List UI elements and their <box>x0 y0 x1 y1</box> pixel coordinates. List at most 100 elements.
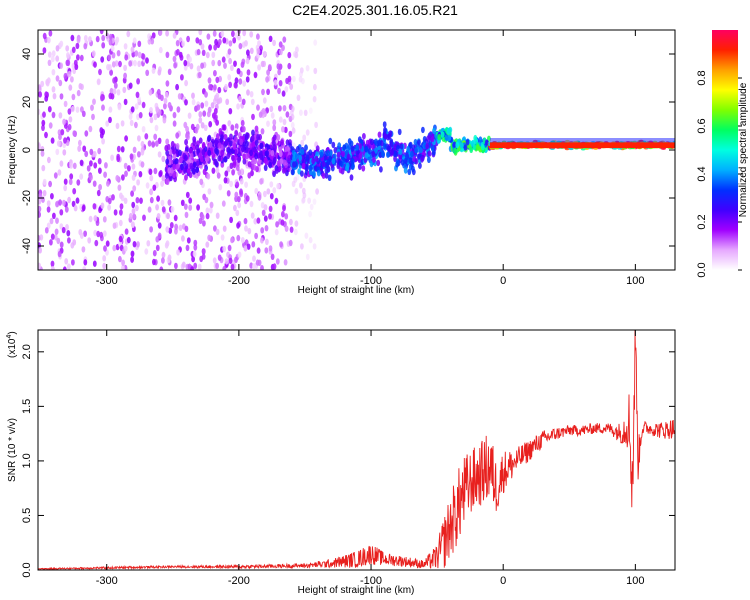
spectrogram-cell <box>95 219 100 226</box>
spectrogram-cell <box>229 216 234 224</box>
spectrogram-cell <box>104 162 108 169</box>
spectrogram-cell <box>124 54 129 61</box>
spectrogram-cell <box>305 65 310 72</box>
spectrogram-cell <box>326 150 330 157</box>
spectrogram-cell <box>240 61 245 68</box>
spectrogram-cell <box>444 134 449 141</box>
spectrogram-cell <box>212 30 217 37</box>
spectrogram-cell <box>50 193 54 200</box>
spectrogram-cell <box>92 151 97 158</box>
spectrogram-cell <box>126 165 131 172</box>
spectrogram-y-axis-title: Frequency (Hz) <box>7 116 18 185</box>
spectrogram-cell <box>72 162 77 169</box>
snr-line <box>38 330 675 570</box>
spectrogram-cell <box>254 232 258 240</box>
spectrogram-cell <box>120 120 125 127</box>
spectrogram-cell <box>313 83 317 91</box>
spectrogram-cell <box>243 217 248 225</box>
spectrogram-cell <box>230 124 235 131</box>
spectrogram-cell <box>150 38 155 45</box>
spectrogram-cell <box>386 151 390 158</box>
spectrogram-cell <box>118 219 123 227</box>
spectrogram-cell <box>191 255 196 263</box>
colorbar-ticks: 0.0 0.2 0.4 0.6 0.8 <box>696 70 742 278</box>
spectrogram-cell <box>124 228 129 235</box>
spectrogram-cell <box>129 153 134 160</box>
spectrogram-cell <box>62 199 66 207</box>
x-tick-label: -100 <box>360 575 382 587</box>
spectrogram-cell <box>272 134 277 141</box>
spectrogram-cell <box>279 48 283 56</box>
spectrogram-cell <box>63 72 68 80</box>
spectrogram-cell <box>73 59 78 67</box>
spectrogram-cell <box>236 68 241 75</box>
spectrogram-cell <box>145 69 150 77</box>
spectrogram-cell <box>191 167 196 175</box>
spectrogram-cell <box>224 170 229 177</box>
spectrogram-cell <box>217 142 222 149</box>
spectrogram-cell <box>272 124 277 131</box>
spectrogram-cell <box>263 164 268 171</box>
spectrogram-cell <box>55 45 60 52</box>
spectrogram-cell <box>258 111 263 118</box>
spectrogram-cell <box>214 137 219 145</box>
spectrogram-cell <box>47 156 51 164</box>
spectrogram-cell <box>246 69 251 76</box>
spectrogram-cell <box>130 106 135 113</box>
spectrogram-cell <box>136 78 141 85</box>
spectrogram-cell <box>214 114 218 121</box>
spectrogram-cell <box>46 206 51 213</box>
spectrogram-cell <box>58 79 63 87</box>
spectrogram-cell <box>55 201 59 208</box>
spectrogram-cell <box>102 255 107 262</box>
spectrogram-cell <box>420 156 424 163</box>
spectrogram-cell <box>232 161 237 169</box>
spectrogram-cell <box>254 187 259 195</box>
spectrogram-cell <box>102 230 107 237</box>
spectrogram-cell <box>172 148 176 155</box>
spectrogram-cell <box>111 194 115 201</box>
spectrogram-cell <box>216 172 221 179</box>
spectrogram-cell <box>76 36 81 44</box>
spectrogram-cell <box>217 155 222 162</box>
spectrogram-cell <box>64 258 69 265</box>
spectrogram-cell <box>228 108 233 115</box>
spectrogram-cell <box>382 121 387 128</box>
spectrogram-cell <box>44 95 49 102</box>
spectrogram-cell <box>234 191 239 198</box>
spectrogram-cell <box>215 76 220 84</box>
y-tick-label: 1.0 <box>21 453 33 468</box>
spectrogram-cell <box>89 174 93 181</box>
spectrogram-cell <box>38 262 41 269</box>
spectrogram-cell <box>228 81 233 89</box>
spectrogram-cell <box>69 162 73 169</box>
spectrogram-cell <box>72 130 77 137</box>
spectrogram-cell <box>55 217 59 224</box>
spectrogram-cell <box>215 212 220 219</box>
spectrogram-cell <box>249 47 254 54</box>
spectrogram-cell <box>39 234 44 241</box>
spectrogram-cell <box>137 60 142 67</box>
spectrogram-cell <box>51 111 56 119</box>
spectrogram-cell <box>49 239 53 246</box>
spectrogram-cell <box>141 101 146 109</box>
spectrogram-cell <box>161 175 166 182</box>
spectrogram-cell <box>228 57 233 65</box>
y-tick-label: 0.0 <box>21 562 33 577</box>
spectrogram-cell <box>272 119 277 126</box>
spectrogram-cell <box>190 123 195 131</box>
spectrogram-cell <box>273 79 278 86</box>
spectrogram-cell <box>237 34 241 41</box>
spectrogram-cell <box>278 41 283 48</box>
spectrogram-cell <box>185 244 190 252</box>
spectrogram-cell <box>189 162 194 170</box>
spectrogram-cell <box>259 153 264 160</box>
x-tick-label: -300 <box>96 575 118 587</box>
spectrogram-cell <box>201 141 206 149</box>
spectrogram-cell <box>427 150 432 157</box>
spectrogram-cell <box>47 51 52 58</box>
spectrogram-y-ticks: -40 -20 0 20 40 <box>21 48 675 254</box>
spectrogram-cell <box>308 107 313 114</box>
spectrogram-cell <box>54 228 59 235</box>
spectrogram-cell <box>236 222 241 229</box>
